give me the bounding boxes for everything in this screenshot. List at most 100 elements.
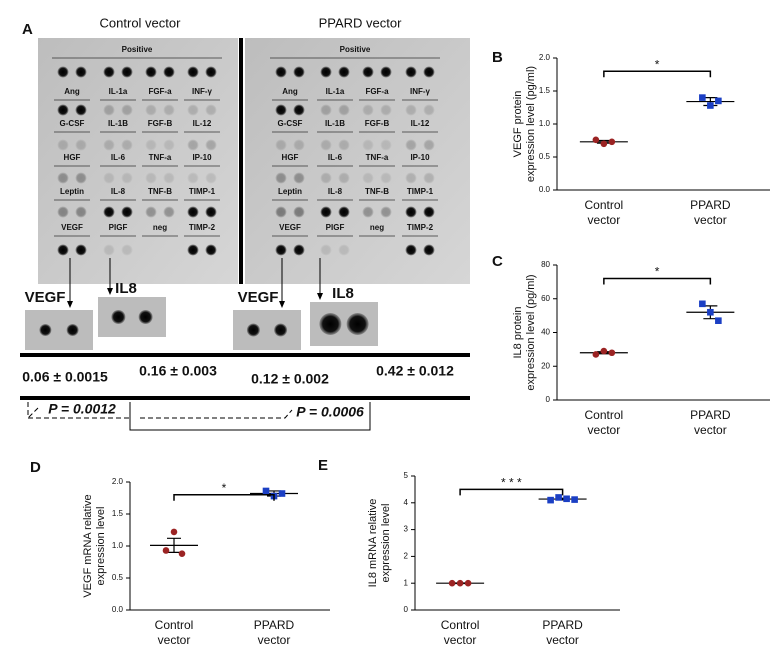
array-label: TNF-a — [149, 153, 172, 162]
zoom-label: VEGF — [238, 289, 279, 306]
array-label: Positive — [122, 45, 153, 54]
significance: * — [655, 265, 660, 279]
array-spot — [187, 104, 199, 116]
quantity: 0.06 ± 0.0015 — [22, 369, 108, 385]
blot-ppard — [245, 38, 470, 284]
array-spot — [293, 172, 305, 184]
array-label: HGF — [282, 153, 299, 162]
array-spot — [57, 139, 69, 151]
zoom-arrowhead — [279, 301, 285, 308]
data-point — [600, 140, 608, 148]
array-spot — [75, 206, 87, 218]
y-tick-label: 0 — [404, 605, 409, 614]
array-label: TIMP-2 — [407, 223, 434, 232]
panel-a: A Control vector PPARD vector 0.06 ± 0.0… — [20, 15, 470, 431]
array-spot — [121, 66, 133, 78]
y-axis-label: IL8 mRNA relative — [367, 499, 379, 588]
zoom-label: VEGF — [25, 289, 66, 306]
array-spot — [205, 66, 217, 78]
array-label: IL-8 — [111, 187, 126, 196]
array-label: IL-12 — [193, 119, 212, 128]
x-tick-label: vector — [588, 423, 621, 437]
array-spot — [423, 244, 435, 256]
array-label: TIMP-2 — [189, 223, 216, 232]
quantity: 0.12 ± 0.002 — [251, 371, 329, 387]
array-label: FGF-a — [365, 87, 389, 96]
array-spot — [362, 66, 374, 78]
array-label: TIMP-1 — [407, 187, 434, 196]
data-point — [699, 94, 706, 101]
x-tick-label: PPARD — [690, 408, 731, 422]
array-spot — [145, 172, 157, 184]
array-spot — [338, 172, 350, 184]
sig-bracket — [173, 494, 275, 501]
x-tick-label: PPARD — [690, 198, 731, 212]
array-spot — [187, 206, 199, 218]
data-point — [448, 579, 456, 587]
zoom-arrowhead — [107, 288, 113, 295]
array-label: PIGF — [326, 223, 345, 232]
array-spot — [275, 66, 287, 78]
array-spot — [205, 172, 217, 184]
array-spot — [121, 206, 133, 218]
array-spot — [275, 104, 287, 116]
p-bracket — [140, 409, 293, 419]
array-spot — [338, 66, 350, 78]
array-spot — [57, 206, 69, 218]
data-point — [162, 547, 170, 554]
array-spot — [338, 139, 350, 151]
data-point — [715, 97, 722, 105]
array-spot — [320, 244, 332, 256]
array-label: IL-1a — [109, 87, 128, 96]
array-label: IL-1a — [326, 87, 345, 96]
y-tick-label: 1.5 — [112, 509, 124, 518]
array-spot — [338, 104, 350, 116]
array-spot — [275, 172, 287, 184]
array-label: Leptin — [278, 187, 302, 196]
array-label: INF-γ — [410, 87, 431, 96]
significance: * — [655, 57, 660, 71]
array-spot — [275, 206, 287, 218]
quantity: 0.16 ± 0.003 — [139, 363, 217, 379]
y-axis-label: expression level — [95, 507, 107, 586]
array-label: PIGF — [109, 223, 128, 232]
array-spot — [57, 172, 69, 184]
data-point — [600, 347, 608, 355]
x-tick-label: vector — [444, 633, 477, 647]
array-label: Ang — [64, 87, 80, 96]
array-spot — [275, 244, 287, 256]
array-spot — [103, 172, 115, 184]
data-point — [262, 487, 270, 495]
array-spot — [380, 172, 392, 184]
x-tick-label: vector — [694, 423, 727, 437]
array-spot — [338, 206, 350, 218]
array-label: Positive — [340, 45, 371, 54]
array-spot — [163, 66, 175, 78]
array-spot — [320, 104, 332, 116]
y-tick-label: 1 — [404, 578, 409, 587]
array-label: IL-1B — [108, 119, 128, 128]
array-spot — [362, 104, 374, 116]
array-spot — [320, 139, 332, 151]
array-spot — [423, 66, 435, 78]
y-tick-label: 60 — [541, 294, 550, 303]
error-bar — [167, 537, 181, 553]
x-tick-label: Control — [585, 408, 624, 422]
array-spot — [362, 139, 374, 151]
y-tick-label: 4 — [404, 498, 409, 507]
array-spot — [75, 172, 87, 184]
data-point — [608, 349, 616, 357]
zoom-arrowhead — [317, 293, 323, 300]
array-label: Leptin — [60, 187, 84, 196]
sig-bracket — [459, 488, 564, 496]
data-point — [464, 579, 472, 587]
array-label: TNF-a — [366, 153, 389, 162]
array-spot — [423, 104, 435, 116]
array-spot — [423, 206, 435, 218]
y-tick-label: 3 — [404, 525, 409, 534]
y-tick-label: 40 — [541, 328, 550, 337]
array-spot — [405, 206, 417, 218]
zoom-spot — [246, 323, 260, 337]
array-spot — [338, 244, 350, 256]
y-tick-label: 20 — [541, 361, 550, 370]
